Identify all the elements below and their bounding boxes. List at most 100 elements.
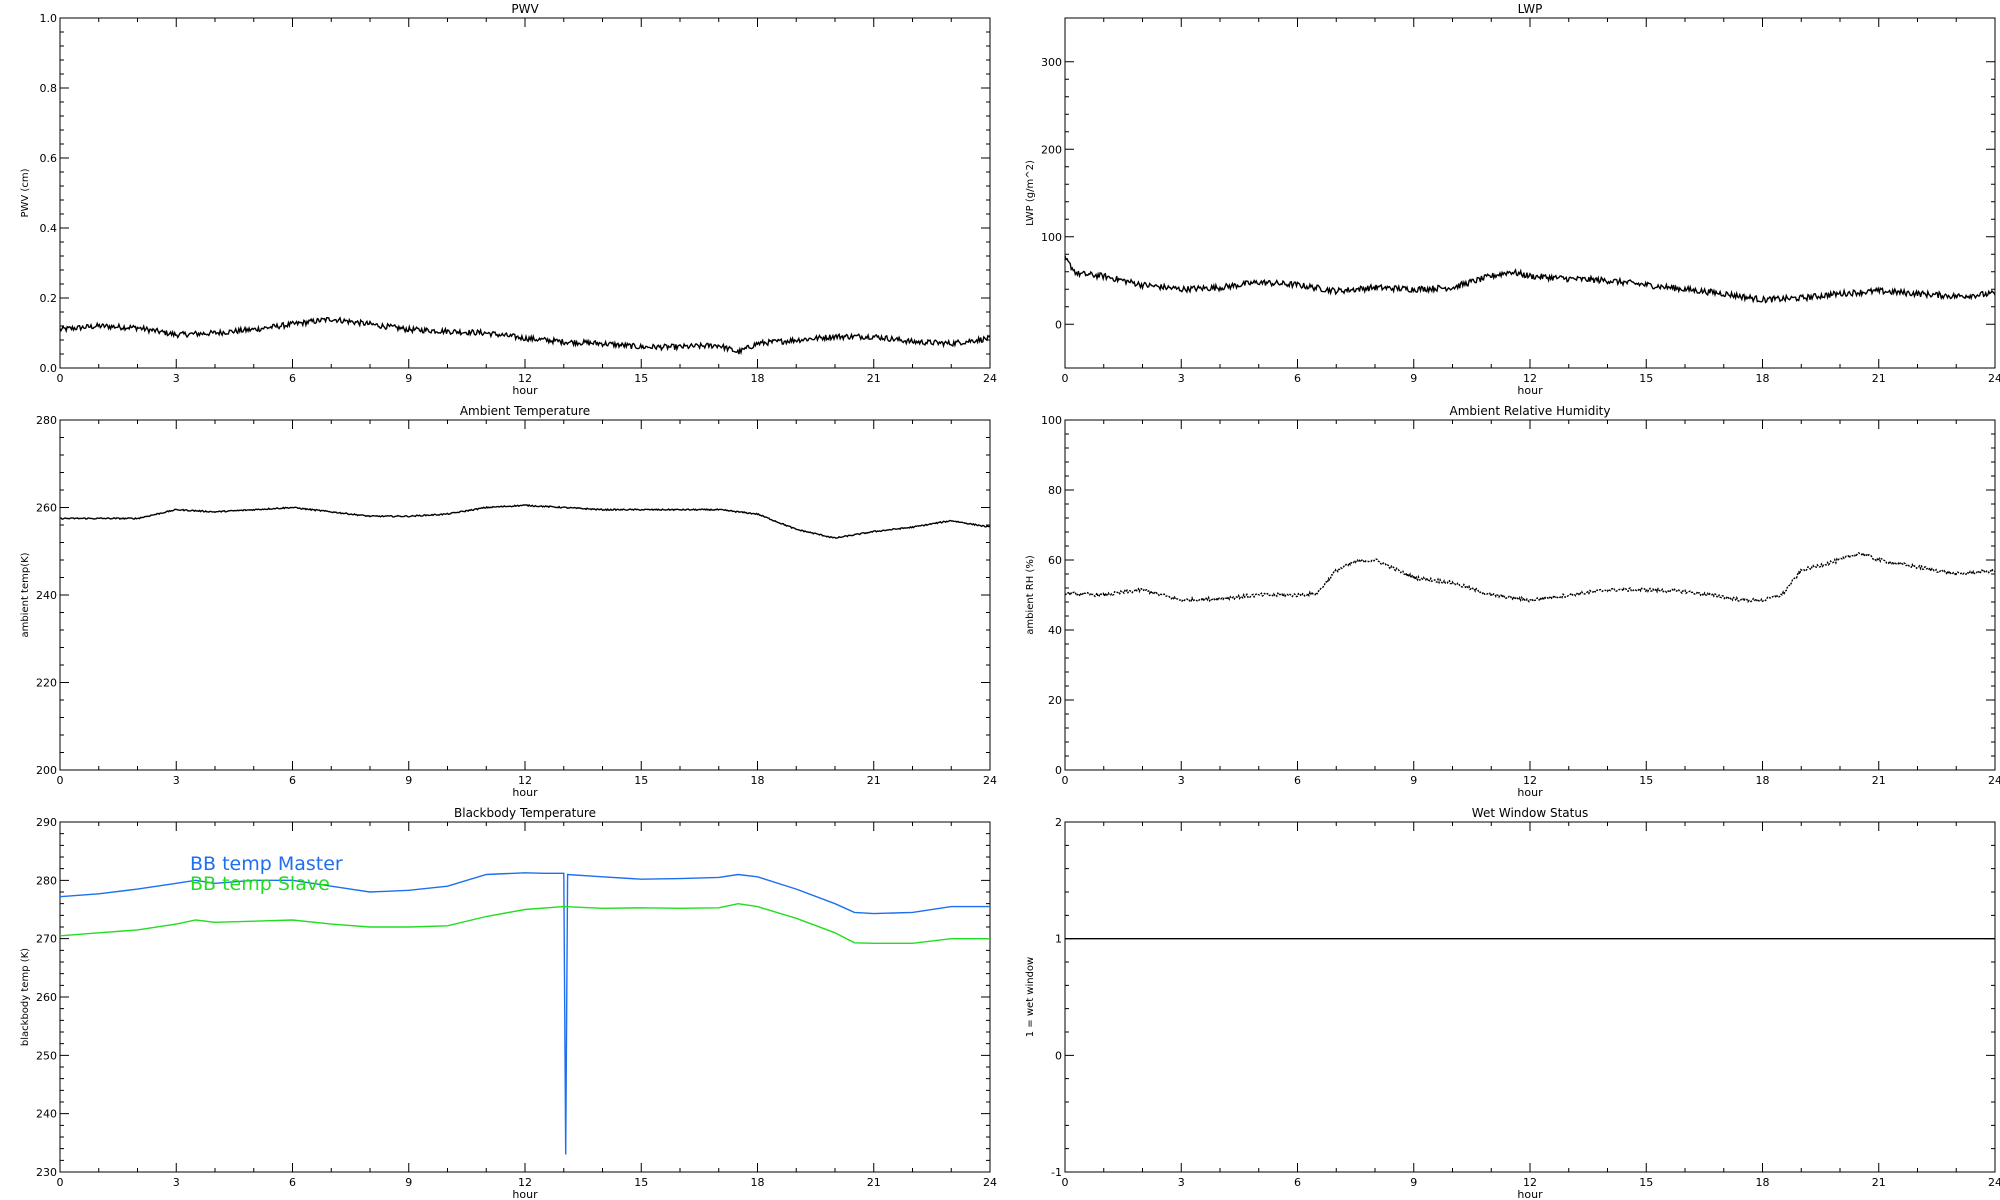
y-tick-label: 290 bbox=[36, 816, 57, 829]
y-axis-label: 1 = wet window bbox=[1025, 957, 1036, 1037]
y-tick-label: 80 bbox=[1048, 484, 1062, 497]
y-tick-label: 2 bbox=[1055, 816, 1062, 829]
series-line-0 bbox=[1064, 255, 1996, 304]
plot-frame bbox=[1064, 419, 1996, 771]
x-tick-label: 0 bbox=[57, 372, 64, 385]
x-tick-label: 15 bbox=[634, 774, 648, 787]
x-axis-label: hour bbox=[1517, 384, 1543, 397]
y-tick-label: 250 bbox=[36, 1049, 57, 1062]
x-tick-label: 9 bbox=[405, 372, 412, 385]
y-tick-label: 300 bbox=[1041, 56, 1062, 69]
y-tick-label: 1 bbox=[1055, 933, 1062, 946]
y-tick-label: 270 bbox=[36, 933, 57, 946]
x-tick-label: 18 bbox=[1756, 774, 1770, 787]
y-axis-label: PWV (cm) bbox=[20, 168, 31, 217]
x-tick-label: 12 bbox=[518, 372, 532, 385]
y-tick-label: 240 bbox=[36, 589, 57, 602]
x-tick-label: 15 bbox=[634, 372, 648, 385]
x-tick-label: 21 bbox=[867, 372, 881, 385]
x-tick-label: 3 bbox=[1178, 372, 1185, 385]
x-tick-label: 0 bbox=[1062, 774, 1069, 787]
series-line-0 bbox=[59, 316, 991, 356]
x-tick-label: 6 bbox=[1294, 1176, 1301, 1189]
y-tick-label: 240 bbox=[36, 1108, 57, 1121]
x-tick-label: 3 bbox=[173, 372, 180, 385]
x-tick-label: 18 bbox=[1756, 372, 1770, 385]
x-axis-label: hour bbox=[1517, 1188, 1543, 1200]
x-tick-label: 6 bbox=[1294, 774, 1301, 787]
plot-frame bbox=[59, 419, 991, 771]
x-axis-label: hour bbox=[512, 384, 538, 397]
x-tick-label: 12 bbox=[1523, 1176, 1537, 1189]
series-line-0 bbox=[1064, 551, 1996, 603]
y-tick-label: 0.4 bbox=[40, 222, 58, 235]
legend-entry: BB temp Master bbox=[190, 853, 343, 875]
y-tick-label: 0.2 bbox=[40, 292, 58, 305]
x-tick-label: 15 bbox=[1639, 774, 1653, 787]
y-axis-label: blackbody temp (K) bbox=[20, 948, 31, 1046]
x-tick-label: 0 bbox=[57, 774, 64, 787]
y-tick-label: 60 bbox=[1048, 554, 1062, 567]
series-line-bb-temp-slave bbox=[59, 902, 990, 944]
y-axis-label: LWP (g/m^2) bbox=[1025, 160, 1036, 226]
y-tick-label: 0 bbox=[1055, 1049, 1062, 1062]
y-tick-label: 260 bbox=[36, 502, 57, 515]
x-tick-label: 9 bbox=[1410, 372, 1417, 385]
x-tick-label: 21 bbox=[1872, 774, 1886, 787]
x-tick-label: 0 bbox=[57, 1176, 64, 1189]
panel-ambient-temperature: Ambient Temperature 0 3 6 9 12 15 18 21 24 hour 200… bbox=[20, 404, 997, 799]
panel-title: PWV bbox=[511, 2, 539, 16]
x-axis-label: hour bbox=[512, 786, 538, 799]
y-tick-label: 100 bbox=[1041, 231, 1062, 244]
x-tick-label: 18 bbox=[1756, 1176, 1770, 1189]
y-tick-label: 0.8 bbox=[40, 82, 58, 95]
legend-entry: BB temp Slave bbox=[190, 873, 330, 895]
y-tick-label: 100 bbox=[1041, 414, 1062, 427]
series-line-0 bbox=[59, 503, 991, 539]
x-tick-label: 3 bbox=[173, 1176, 180, 1189]
x-axis-label: hour bbox=[512, 1188, 538, 1200]
x-tick-label: 9 bbox=[405, 774, 412, 787]
x-tick-label: 6 bbox=[289, 1176, 296, 1189]
x-tick-label: 12 bbox=[1523, 372, 1537, 385]
x-tick-label: 3 bbox=[1178, 1176, 1185, 1189]
x-tick-label: 15 bbox=[634, 1176, 648, 1189]
x-tick-label: 21 bbox=[1872, 1176, 1886, 1189]
x-tick-label: 9 bbox=[405, 1176, 412, 1189]
y-tick-label: 0 bbox=[1055, 318, 1062, 331]
x-tick-label: 18 bbox=[751, 1176, 765, 1189]
y-tick-label: 0 bbox=[1055, 764, 1062, 777]
x-tick-label: 21 bbox=[1872, 372, 1886, 385]
x-tick-label: 15 bbox=[1639, 372, 1653, 385]
plot-frame bbox=[1064, 821, 1996, 1173]
x-tick-label: 12 bbox=[1523, 774, 1537, 787]
panel-title: Ambient Relative Humidity bbox=[1450, 404, 1611, 418]
y-tick-label: 200 bbox=[36, 764, 57, 777]
x-tick-label: 24 bbox=[983, 372, 997, 385]
y-tick-label: 0.0 bbox=[40, 362, 58, 375]
x-tick-label: 21 bbox=[867, 774, 881, 787]
y-tick-label: 20 bbox=[1048, 694, 1062, 707]
y-tick-label: 280 bbox=[36, 414, 57, 427]
x-tick-label: 12 bbox=[518, 1176, 532, 1189]
plot-frame bbox=[59, 17, 991, 369]
y-tick-label: 260 bbox=[36, 991, 57, 1004]
x-tick-label: 18 bbox=[751, 372, 765, 385]
x-tick-label: 15 bbox=[1639, 1176, 1653, 1189]
x-tick-label: 21 bbox=[867, 1176, 881, 1189]
x-tick-label: 0 bbox=[1062, 1176, 1069, 1189]
panel-title: LWP bbox=[1518, 2, 1543, 16]
y-tick-label: 280 bbox=[36, 874, 57, 887]
x-tick-label: 24 bbox=[1988, 774, 2000, 787]
y-tick-label: 1.0 bbox=[40, 12, 58, 25]
x-tick-label: 24 bbox=[1988, 1176, 2000, 1189]
x-tick-label: 24 bbox=[1988, 372, 2000, 385]
panel-title: Blackbody Temperature bbox=[454, 806, 596, 820]
panel-title: Ambient Temperature bbox=[460, 404, 590, 418]
y-tick-label: 0.6 bbox=[40, 152, 58, 165]
panel-pwv: PWV 0 3 6 9 12 15 18 21 24 hour 0.0 0.2 0.4 0.6 0.8 1.0 P… bbox=[20, 2, 997, 397]
y-axis-label: ambient RH (%) bbox=[1025, 555, 1036, 635]
panel-lwp: LWP 0 3 6 9 12 15 18 21 24 hour 0 100 200 300 LWP (g/m^… bbox=[1025, 2, 2000, 397]
x-tick-label: 3 bbox=[1178, 774, 1185, 787]
